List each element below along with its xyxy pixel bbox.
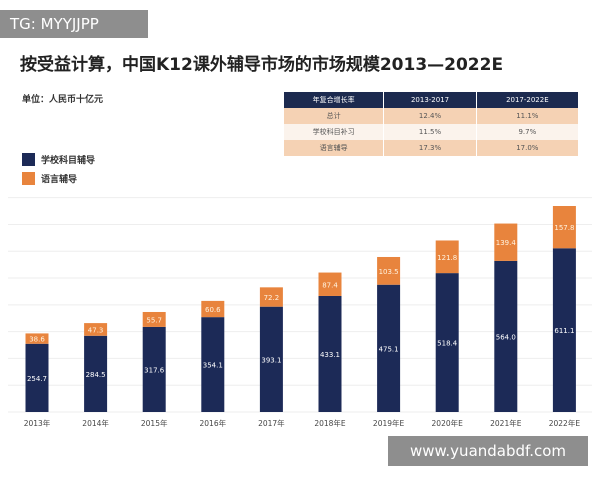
bar-language [552, 206, 576, 249]
x-tick-label: 2013年 [24, 418, 51, 428]
bar-school [142, 326, 166, 412]
table-cell: 17.0% [476, 140, 580, 156]
x-tick-label: 2021年E [490, 418, 522, 428]
table-row: 总计 12.4% 11.1% [284, 108, 580, 124]
bar-school [259, 306, 283, 412]
table-row: 语言辅导 17.3% 17.0% [284, 140, 580, 156]
bar-school [318, 295, 342, 412]
x-tick-label: 2015年 [141, 418, 168, 428]
table-header: 2013-2017 [383, 92, 477, 108]
legend-item-school: 学校科目辅导 [22, 153, 95, 166]
x-tick-label: 2017年 [258, 418, 285, 428]
data-label: 72.2 [264, 294, 280, 302]
data-label: 254.7 [27, 375, 47, 383]
website-watermark: www.yuandabdf.com [388, 436, 588, 466]
unit-label: 单位：人民币十亿元 [22, 95, 104, 105]
bar-school [377, 284, 401, 412]
data-label: 354.1 [203, 362, 223, 370]
table-cell: 12.4% [383, 108, 477, 124]
bar-school [25, 343, 49, 412]
table-cell: 语言辅导 [284, 140, 385, 156]
x-tick-label: 2018年E [314, 418, 346, 428]
bar-school [552, 248, 576, 412]
x-tick-label: 2022年E [549, 418, 581, 428]
data-label: 611.1 [554, 327, 574, 335]
data-label: 393.1 [261, 356, 281, 364]
legend-label: 语言辅导 [41, 175, 78, 185]
data-label: 433.1 [320, 351, 340, 359]
bar-language [435, 240, 459, 274]
data-label: 518.4 [437, 340, 458, 348]
x-tick-label: 2019年E [373, 418, 405, 428]
table-cell: 11.5% [383, 124, 477, 140]
table-row: 学校科目补习 11.5% 9.7% [284, 124, 580, 140]
table-header: 2017-2022E [476, 92, 580, 108]
legend-swatch [22, 153, 35, 166]
bar-language [201, 300, 225, 318]
legend-label: 学校科目辅导 [41, 156, 96, 166]
x-tick-label: 2016年 [200, 418, 227, 428]
data-label: 87.4 [322, 281, 338, 289]
bar-language [84, 323, 108, 336]
table-cell: 9.7% [476, 124, 580, 140]
legend-swatch [22, 172, 35, 185]
data-label: 38.6 [29, 336, 45, 344]
bar-language [494, 223, 518, 261]
table-header: 年复合增长率 [284, 92, 385, 108]
data-label: 55.7 [146, 316, 162, 324]
bar-language [318, 272, 342, 296]
x-tick-label: 2020年E [432, 418, 464, 428]
table-cell: 总计 [284, 108, 385, 124]
chart-title: 按受益计算，中国K12课外辅导市场的市场规模2013—2022E [20, 55, 504, 75]
data-label: 157.8 [554, 224, 574, 232]
data-label: 47.3 [88, 326, 104, 334]
table-cell: 11.1% [476, 108, 580, 124]
table-cell: 17.3% [383, 140, 477, 156]
bar-language [25, 333, 49, 344]
bar-language [142, 311, 166, 327]
data-label: 564.0 [496, 333, 516, 341]
tg-overlay: TG: MYYJJPP [0, 10, 148, 38]
legend-item-language: 语言辅导 [22, 172, 77, 185]
data-label: 317.6 [144, 366, 165, 374]
bar-language [259, 287, 283, 307]
bar-school [84, 335, 108, 412]
data-label: 103.5 [379, 268, 399, 276]
bar-school [435, 273, 459, 412]
data-label: 60.6 [205, 306, 221, 314]
bar-school [201, 317, 225, 412]
data-label: 284.5 [86, 371, 106, 379]
data-label: 121.8 [437, 254, 457, 262]
data-label: 475.1 [379, 345, 399, 353]
x-tick-label: 2014年 [82, 418, 109, 428]
table-cell: 学校科目补习 [284, 124, 385, 140]
bar-school [494, 260, 518, 412]
bar-language [377, 256, 401, 285]
growth-table: 年复合增长率 2013-2017 2017-2022E 总计 12.4% 11.1% 学… [284, 92, 580, 156]
data-label: 139.4 [496, 239, 517, 247]
